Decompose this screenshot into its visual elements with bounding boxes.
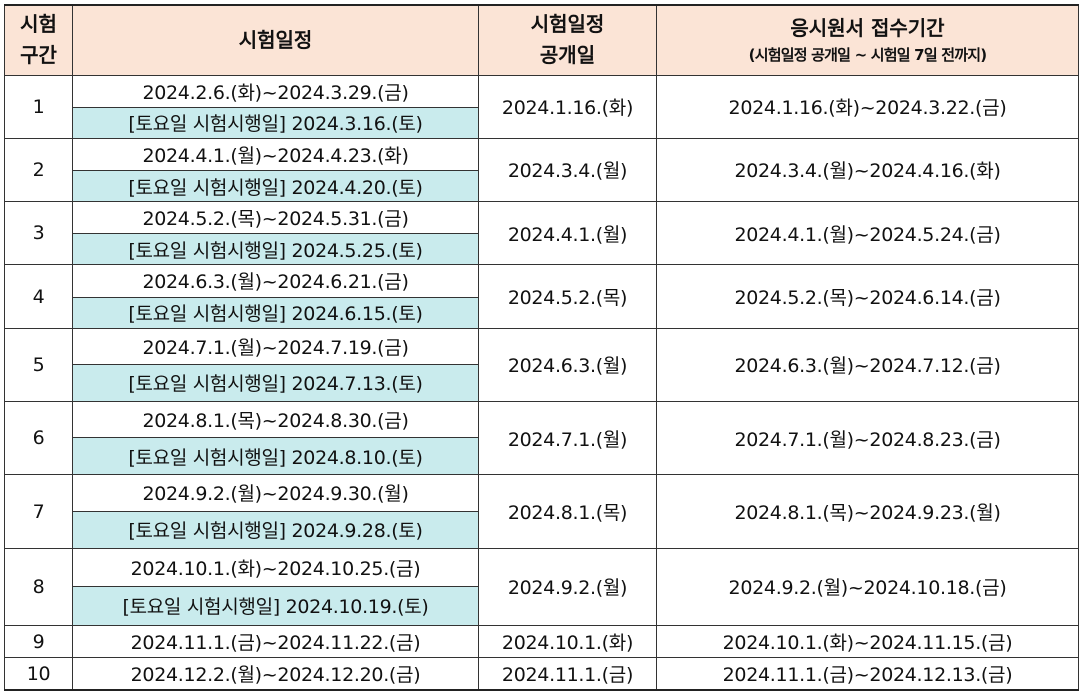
header-announce: 시험일정 공개일: [478, 4, 657, 76]
table-row: 8 2024.10.1.(화)~2024.10.25.(금) 2024.9.2.(월…: [4, 547, 1079, 627]
announce-date: 2024.4.1.(월): [478, 201, 657, 266]
saturday-exam-date: [토요일 시험시행일] 2024.10.19.(토): [72, 585, 479, 627]
announce-date: 2024.8.1.(목): [478, 474, 657, 549]
header-apply-label: 응시원서 접수기간: [790, 16, 945, 41]
header-schedule-label: 시험일정: [238, 27, 313, 52]
apply-period: 2024.9.2.(월)~2024.10.18.(금): [656, 547, 1079, 627]
table-row: 9 2024.11.1.(금)~2024.11.22.(금) 2024.10.1.(…: [4, 625, 1079, 659]
announce-date: 2024.7.1.(월): [478, 401, 657, 476]
exam-period: 2024.11.1.(금)~2024.11.22.(금): [72, 625, 479, 659]
table-row-saturday: [토요일 시험시행일] 2024.7.13.(토): [5, 363, 1079, 403]
section-number: 2: [4, 137, 73, 203]
apply-period: 2024.6.3.(월)~2024.7.12.(금): [656, 327, 1079, 403]
saturday-exam-date: [토요일 시험시행일] 2024.7.13.(토): [72, 363, 479, 403]
section-number: 10: [4, 657, 73, 691]
section-number: 3: [4, 201, 73, 266]
table-row: 10 2024.12.2.(월)~2024.12.20.(금) 2024.11.1.…: [4, 657, 1079, 691]
exam-period: 2024.10.1.(화)~2024.10.25.(금): [72, 547, 479, 587]
header-schedule: 시험일정: [72, 4, 479, 76]
saturday-exam-date: [토요일 시험시행일] 2024.3.16.(토): [72, 106, 479, 139]
header-apply-note: (시험일정 공개일 ~ 시험일 7일 전까지): [748, 46, 987, 65]
announce-date: 2024.10.1.(화): [478, 625, 657, 659]
section-number: 4: [4, 264, 73, 329]
apply-period: 2024.7.1.(월)~2024.8.23.(금): [656, 401, 1079, 476]
table-row: 5 2024.7.1.(월)~2024.7.19.(금) 2024.6.3.(월) 2…: [4, 327, 1079, 403]
table-row-saturday: [토요일 시험시행일] 2024.6.15.(토): [5, 296, 1079, 329]
table-row-saturday: [토요일 시험시행일] 2024.9.28.(토): [5, 510, 1079, 549]
exam-period: 2024.6.3.(월)~2024.6.21.(금): [72, 264, 479, 298]
table-row: 2 2024.4.1.(월)~2024.4.23.(화) 2024.3.4.(월) 2…: [4, 137, 1079, 203]
exam-period: 2024.9.2.(월)~2024.9.30.(월): [72, 474, 479, 512]
table-row: 4 2024.6.3.(월)~2024.6.21.(금) 2024.5.2.(목) 2…: [4, 264, 1079, 329]
table-row-saturday: [토요일 시험시행일] 2024.10.19.(토): [5, 585, 1079, 627]
apply-period: 2024.8.1.(목)~2024.9.23.(월): [656, 474, 1079, 549]
header-section-label: 시험 구간: [20, 12, 57, 68]
table-row: 7 2024.9.2.(월)~2024.9.30.(월) 2024.8.1.(목) 2…: [4, 474, 1079, 549]
header-apply: 응시원서 접수기간 (시험일정 공개일 ~ 시험일 7일 전까지): [656, 4, 1079, 76]
exam-period: 2024.12.2.(월)~2024.12.20.(금): [72, 657, 479, 691]
exam-period: 2024.2.6.(화)~2024.3.29.(금): [72, 74, 479, 108]
announce-date: 2024.3.4.(월): [478, 137, 657, 203]
table-row: 1 2024.2.6.(화)~2024.3.29.(금) 2024.1.16.(화)…: [4, 74, 1079, 139]
schedule-body: 1 2024.2.6.(화)~2024.3.29.(금) 2024.1.16.(화)…: [4, 74, 1079, 691]
saturday-exam-date: [토요일 시험시행일] 2024.8.10.(토): [72, 437, 479, 476]
saturday-exam-date: [토요일 시험시행일] 2024.6.15.(토): [72, 296, 479, 329]
apply-period: 2024.3.4.(월)~2024.4.16.(화): [656, 137, 1079, 203]
section-number: 8: [4, 547, 73, 627]
header-section: 시험 구간: [4, 4, 73, 76]
table-row-saturday: [토요일 시험시행일] 2024.3.16.(토): [5, 106, 1079, 139]
section-number: 7: [4, 474, 73, 549]
section-number: 6: [4, 401, 73, 476]
table-row: 6 2024.8.1.(목)~2024.8.30.(금) 2024.7.1.(월) 2…: [4, 401, 1079, 476]
saturday-exam-date: [토요일 시험시행일] 2024.5.25.(토): [72, 233, 479, 266]
table-row: 3 2024.5.2.(목)~2024.5.31.(금) 2024.4.1.(월) 2…: [4, 201, 1079, 266]
apply-period: 2024.10.1.(화)~2024.11.15.(금): [656, 625, 1079, 659]
announce-date: 2024.5.2.(목): [478, 264, 657, 329]
table-row-saturday: [토요일 시험시행일] 2024.8.10.(토): [5, 437, 1079, 476]
apply-period: 2024.5.2.(목)~2024.6.14.(금): [656, 264, 1079, 329]
apply-period: 2024.4.1.(월)~2024.5.24.(금): [656, 201, 1079, 266]
header-row: 시험 구간 시험일정 시험일정 공개일 응시원서 접수기간 (시험일정 공개일 …: [4, 4, 1079, 76]
announce-date: 2024.1.16.(화): [478, 74, 657, 139]
exam-period: 2024.4.1.(월)~2024.4.23.(화): [72, 137, 479, 171]
announce-date: 2024.11.1.(금): [478, 657, 657, 691]
announce-date: 2024.9.2.(월): [478, 547, 657, 627]
section-number: 5: [4, 327, 73, 403]
exam-period: 2024.5.2.(목)~2024.5.31.(금): [72, 201, 479, 235]
saturday-exam-date: [토요일 시험시행일] 2024.4.20.(토): [72, 169, 479, 203]
apply-period: 2024.1.16.(화)~2024.3.22.(금): [656, 74, 1079, 139]
section-number: 1: [4, 74, 73, 139]
exam-schedule-table: 시험 구간 시험일정 시험일정 공개일 응시원서 접수기간 (시험일정 공개일 …: [4, 4, 1079, 691]
apply-period: 2024.11.1.(금)~2024.12.13.(금): [656, 657, 1079, 691]
announce-date: 2024.6.3.(월): [478, 327, 657, 403]
exam-period: 2024.8.1.(목)~2024.8.30.(금): [72, 401, 479, 439]
exam-period: 2024.7.1.(월)~2024.7.19.(금): [72, 327, 479, 365]
header-announce-label: 시험일정 공개일: [530, 12, 605, 68]
saturday-exam-date: [토요일 시험시행일] 2024.9.28.(토): [72, 510, 479, 549]
table-row-saturday: [토요일 시험시행일] 2024.4.20.(토): [5, 169, 1079, 203]
section-number: 9: [4, 625, 73, 659]
